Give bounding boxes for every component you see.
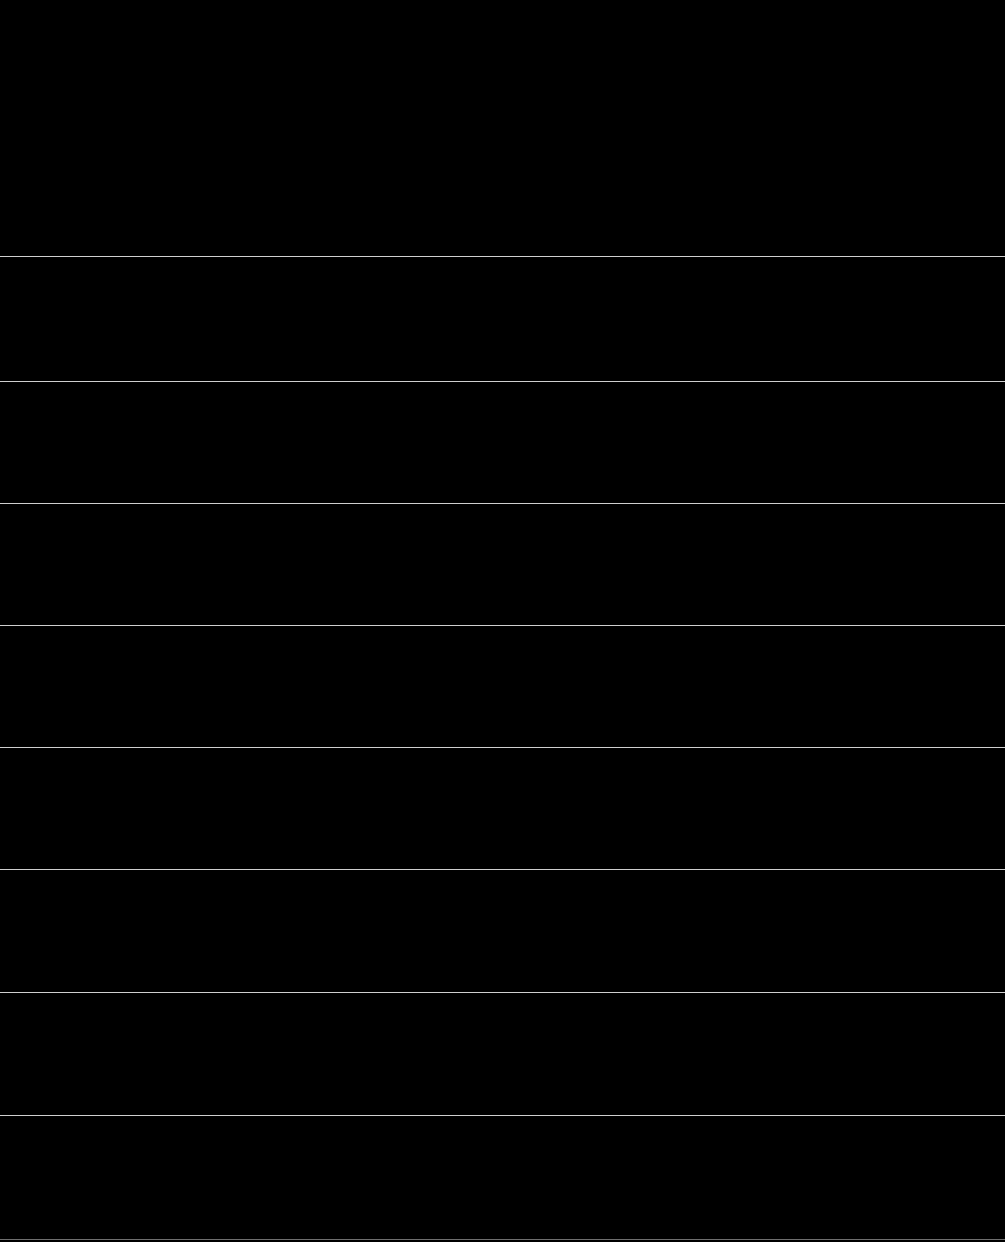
list-row[interactable] [0, 257, 1005, 382]
list-row[interactable] [0, 748, 1005, 870]
list-row[interactable] [0, 0, 1005, 257]
list-row[interactable] [0, 382, 1005, 504]
list-row[interactable] [0, 626, 1005, 748]
list-row[interactable] [0, 993, 1005, 1116]
list-row[interactable] [0, 1116, 1005, 1240]
list-row[interactable] [0, 870, 1005, 993]
list-row[interactable] [0, 504, 1005, 626]
